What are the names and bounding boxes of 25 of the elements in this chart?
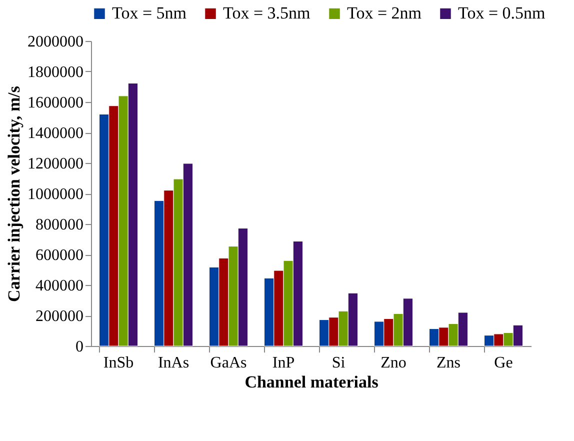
legend-label: Tox = 3.5nm [223, 4, 310, 23]
y-tick-label: 1800000 [28, 64, 84, 81]
y-tick-label: 800000 [36, 216, 84, 234]
legend-label: Tox = 2nm [347, 4, 422, 23]
y-tick-label: 1200000 [28, 156, 84, 172]
y-tick-label: 1600000 [28, 94, 84, 112]
y-tick-label: 2000000 [28, 34, 84, 50]
x-tick-label: InSb [103, 354, 134, 372]
legend-label: Tox = 5nm [112, 4, 187, 23]
x-tick-label: Zno [380, 354, 406, 372]
y-tick-label: 600000 [36, 247, 84, 264]
x-tick-label: Si [332, 354, 346, 372]
x-tick-label: InP [272, 354, 295, 372]
y-tick-label: 400000 [36, 278, 84, 294]
y-tick-label: 1400000 [28, 125, 84, 142]
x-tick-label: GaAs [210, 354, 247, 372]
x-tick-label: InAs [158, 354, 190, 372]
y-axis-title: Carrier injection velocity, m/s [4, 86, 24, 302]
x-tick-label: Zns [436, 354, 460, 372]
legend-label: Tox = 0.5nm [458, 4, 546, 23]
x-axis-title: Channel materials [244, 372, 379, 392]
y-tick-label: 200000 [36, 308, 84, 325]
y-tick-label: 0 [76, 338, 84, 356]
x-tick-label: Ge [494, 354, 513, 372]
y-tick-label: 1000000 [28, 186, 84, 203]
